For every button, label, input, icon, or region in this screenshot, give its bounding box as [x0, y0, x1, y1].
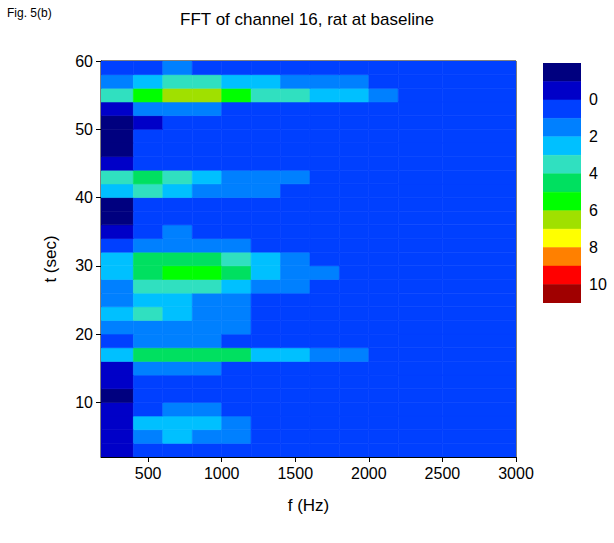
svg-text:500: 500: [135, 465, 162, 482]
svg-text:1500: 1500: [277, 465, 313, 482]
svg-text:0: 0: [589, 91, 598, 108]
svg-text:3000: 3000: [498, 465, 534, 482]
svg-text:FFT of channel 16, rat at base: FFT of channel 16, rat at baseline: [180, 10, 434, 29]
svg-text:60: 60: [75, 53, 93, 70]
svg-text:Fig. 5(b): Fig. 5(b): [7, 6, 52, 20]
svg-text:t (sec): t (sec): [41, 235, 60, 282]
svg-text:10: 10: [75, 394, 93, 411]
svg-text:2500: 2500: [425, 465, 461, 482]
svg-text:10: 10: [589, 276, 607, 293]
svg-text:20: 20: [75, 326, 93, 343]
svg-text:f (Hz): f (Hz): [288, 496, 330, 515]
svg-text:50: 50: [75, 121, 93, 138]
svg-text:40: 40: [75, 189, 93, 206]
svg-text:30: 30: [75, 257, 93, 274]
svg-text:1000: 1000: [204, 465, 240, 482]
svg-text:2000: 2000: [351, 465, 387, 482]
svg-text:6: 6: [589, 202, 598, 219]
svg-text:8: 8: [589, 239, 598, 256]
svg-text:4: 4: [589, 165, 598, 182]
svg-text:2: 2: [589, 128, 598, 145]
